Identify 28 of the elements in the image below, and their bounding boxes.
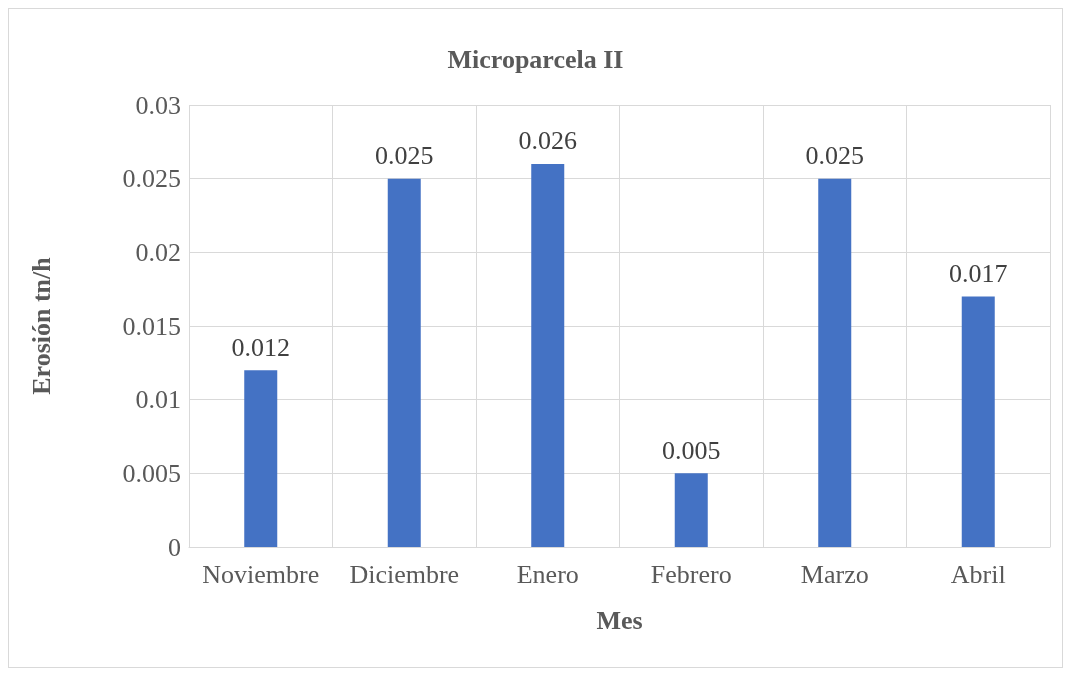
bar xyxy=(244,370,278,547)
x-tick-label: Noviembre xyxy=(202,559,320,589)
y-tick-label: 0.01 xyxy=(135,385,181,415)
x-tick-label: Febrero xyxy=(650,559,732,589)
y-tick-label: 0.005 xyxy=(122,458,181,488)
y-tick-label: 0.015 xyxy=(122,311,181,341)
bar xyxy=(674,473,708,547)
y-tick-label: 0.03 xyxy=(135,90,181,120)
y-tick-label: 0 xyxy=(168,532,181,562)
x-axis-title: Mes xyxy=(596,605,643,635)
x-tick-label: Marzo xyxy=(800,559,869,589)
y-tick-label: 0.025 xyxy=(122,164,181,194)
data-label: 0.017 xyxy=(949,259,1008,289)
x-tick-label: Enero xyxy=(516,559,579,589)
bar xyxy=(387,178,421,547)
bar xyxy=(961,296,995,547)
data-label: 0.012 xyxy=(231,332,290,362)
x-tick-label: Diciembre xyxy=(349,559,460,589)
data-label: 0.025 xyxy=(375,141,434,171)
data-label: 0.025 xyxy=(805,141,864,171)
chart-title: Microparcela II xyxy=(447,44,624,74)
bar xyxy=(818,178,852,547)
data-label: 0.026 xyxy=(518,126,577,156)
y-axis-title: Erosión tn/h xyxy=(26,256,56,395)
data-label: 0.005 xyxy=(662,435,721,465)
bar xyxy=(531,163,565,547)
x-tick-label: Abril xyxy=(950,559,1006,589)
y-tick-label: 0.02 xyxy=(135,237,181,267)
